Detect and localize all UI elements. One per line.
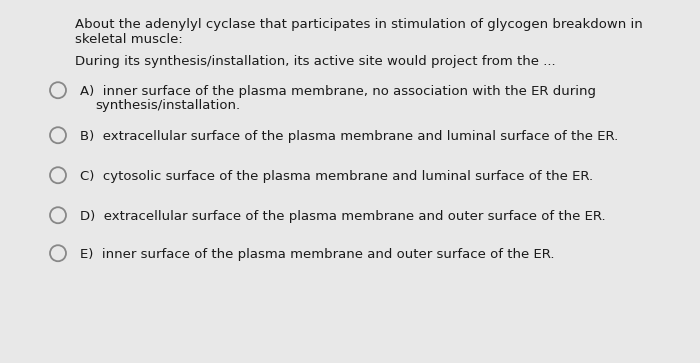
Text: synthesis/installation.: synthesis/installation. bbox=[95, 99, 240, 112]
Text: skeletal muscle:: skeletal muscle: bbox=[75, 33, 183, 46]
Text: About the adenylyl cyclase that participates in stimulation of glycogen breakdow: About the adenylyl cyclase that particip… bbox=[75, 18, 643, 31]
Text: E)  inner surface of the plasma membrane and outer surface of the ER.: E) inner surface of the plasma membrane … bbox=[80, 248, 554, 261]
Text: During its synthesis/installation, its active site would project from the ...: During its synthesis/installation, its a… bbox=[75, 55, 556, 68]
Text: B)  extracellular surface of the plasma membrane and luminal surface of the ER.: B) extracellular surface of the plasma m… bbox=[80, 130, 618, 143]
Text: A)  inner surface of the plasma membrane, no association with the ER during: A) inner surface of the plasma membrane,… bbox=[80, 85, 596, 98]
Text: C)  cytosolic surface of the plasma membrane and luminal surface of the ER.: C) cytosolic surface of the plasma membr… bbox=[80, 170, 593, 183]
Text: D)  extracellular surface of the plasma membrane and outer surface of the ER.: D) extracellular surface of the plasma m… bbox=[80, 210, 606, 223]
